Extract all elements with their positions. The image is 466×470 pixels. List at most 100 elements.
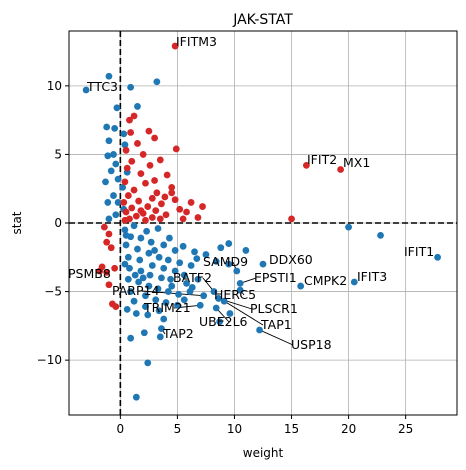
reference-lines [69,31,457,415]
data-point [144,359,152,367]
data-point [137,170,145,178]
gene-label: IFITM3 [176,34,217,49]
data-point [124,192,132,199]
data-point [142,303,149,311]
data-point [144,311,152,319]
data-point [163,171,171,179]
data-point [233,267,241,275]
data-point [105,72,113,80]
data-point [212,258,220,265]
data-point [128,204,136,212]
data-point [155,307,163,315]
data-point [166,234,173,242]
data-point [104,199,112,206]
gene-label: IFIT2 [307,152,337,167]
data-point [137,234,145,242]
data-point [131,271,139,279]
data-point [196,301,204,309]
data-point [124,275,132,283]
data-point [152,296,160,304]
y-tick-label: −5 [44,285,62,299]
data-point [135,197,143,205]
y-tick-label: −10 [37,353,62,367]
data-point [164,288,172,295]
data-point [236,279,244,287]
data-point [114,175,122,183]
y-axis-label: stat [10,211,24,234]
data-point [145,249,153,257]
data-point [151,134,158,142]
data-point [171,267,179,275]
data-point [142,292,149,300]
data-point [156,156,164,164]
data-point [127,288,135,295]
data-point [220,297,228,305]
data-point [152,207,160,215]
data-point [288,215,295,223]
data-point [82,86,90,94]
data-point [121,226,129,234]
data-point [121,260,129,268]
gene-label: SAMD9 [203,254,248,269]
data-point [130,297,138,305]
y-tick-label: 5 [54,147,62,161]
gene-label: EPSTI1 [254,270,297,285]
data-point [187,262,195,269]
gene-label: MX1 [343,155,370,170]
data-point [104,152,112,160]
data-point [215,295,222,302]
data-point [183,279,190,287]
data-point [100,223,108,231]
data-point [107,244,115,252]
data-point [134,103,141,110]
data-point [127,129,135,136]
data-point [134,140,141,147]
data-point [135,278,143,286]
data-point [122,231,130,239]
data-point [193,255,201,263]
gene-label: TAP1 [260,317,292,332]
data-point [103,238,111,246]
data-point [122,241,130,249]
annotation-leader-line [141,290,204,297]
data-point [226,310,234,317]
data-point [112,211,120,219]
data-point [126,116,133,124]
annotation-leader-line [259,329,294,346]
data-point [124,253,132,261]
data-point [259,260,267,268]
data-point [112,303,120,311]
data-point [107,167,115,175]
gene-label: IFIT3 [357,269,387,284]
data-point [160,241,168,249]
data-point [132,212,140,220]
data-point [120,130,128,138]
data-point [127,83,135,91]
data-point [160,264,168,272]
data-point [105,215,113,223]
data-point [216,318,224,326]
data-point [156,215,164,223]
data-point [127,334,135,342]
data-point [212,304,220,312]
data-point [145,127,153,135]
data-point [176,259,184,267]
data-point [345,223,352,231]
data-point [146,271,154,279]
data-point [139,151,147,158]
data-point [151,247,158,254]
data-point [143,227,151,235]
data-point [139,274,147,282]
data-point [119,183,127,191]
data-point [162,211,170,219]
y-ticks: −10 −5 0 5 10 [37,79,69,367]
x-tick-label: 0 [117,422,125,436]
data-point [147,238,155,246]
chart-title: JAK-STAT [232,12,293,28]
data-point [151,177,158,184]
data-point [142,179,149,187]
data-point [210,288,218,295]
data-point [132,393,140,401]
data-point [120,199,128,206]
